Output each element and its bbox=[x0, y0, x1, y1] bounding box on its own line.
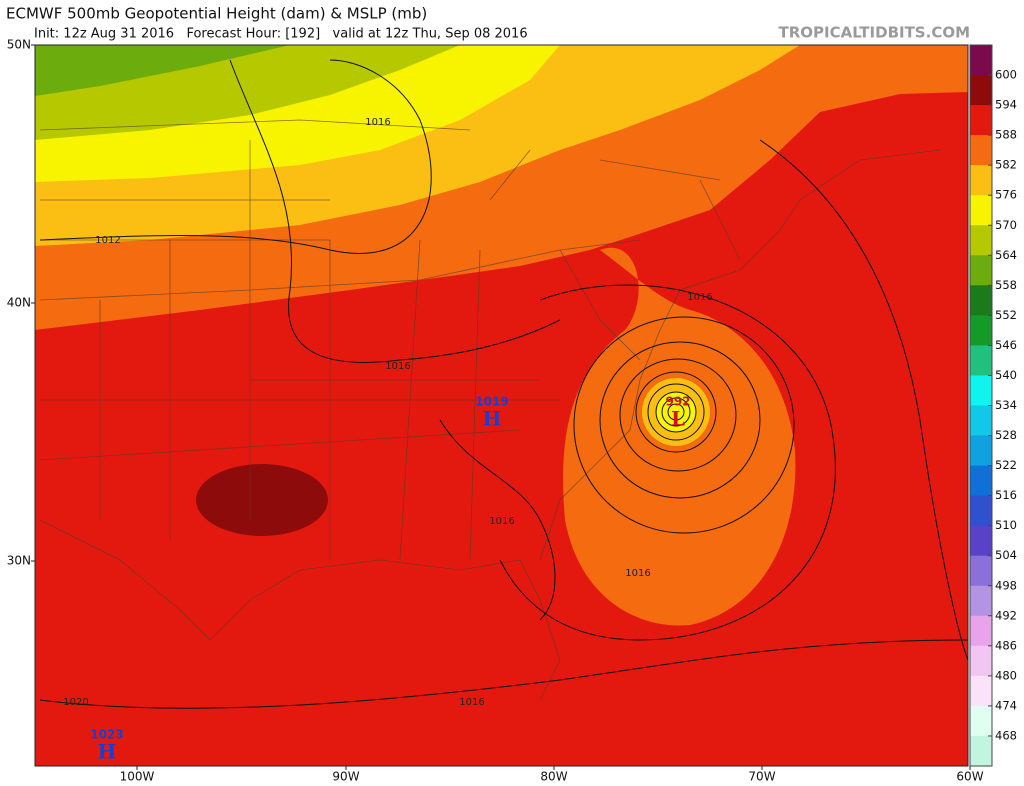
colorbar: 600 594 588 582 576 570 564 558 552 546 540 534 528 5… bbox=[969, 44, 1017, 767]
colorbar-segment bbox=[970, 225, 992, 256]
colorbar-segment bbox=[970, 285, 992, 316]
colorbar-label: 546 bbox=[995, 338, 1017, 352]
colorbar-label: 576 bbox=[995, 188, 1017, 202]
contour-label: 1016 bbox=[459, 697, 484, 708]
site-label: TROPICALTIDBITS.COM bbox=[779, 24, 971, 42]
colorbar-segment bbox=[970, 465, 992, 497]
colorbar-label: 594 bbox=[995, 98, 1017, 112]
lon-label: 70W bbox=[748, 770, 775, 784]
colorbar-segment bbox=[970, 495, 992, 527]
lon-label: 100W bbox=[120, 770, 155, 784]
colorbar-segment bbox=[970, 105, 992, 136]
colorbar-segment bbox=[970, 435, 992, 467]
contour-label: 1020 bbox=[63, 697, 88, 708]
colorbar-label: 516 bbox=[995, 488, 1017, 502]
lat-label: 40N bbox=[7, 296, 31, 310]
subtitle: Init: 12z Aug 31 2016 Forecast Hour: [19… bbox=[34, 27, 528, 42]
height-band bbox=[35, 45, 290, 96]
colorbar-segment bbox=[970, 375, 992, 406]
colorbar-label: 504 bbox=[995, 548, 1017, 562]
colorbar-segment bbox=[970, 675, 992, 707]
colorbar-label: 540 bbox=[995, 368, 1017, 382]
colorbar-segment bbox=[970, 165, 992, 196]
colorbar-label: 528 bbox=[995, 428, 1017, 442]
colorbar-label: 486 bbox=[995, 638, 1017, 652]
colorbar-label: 498 bbox=[995, 578, 1017, 592]
title: ECMWF 500mb Geopotential Height (dam) & … bbox=[6, 5, 427, 23]
contour-label: 1012 bbox=[95, 235, 120, 246]
map-frame bbox=[34, 44, 969, 767]
colorbar-label: 534 bbox=[995, 398, 1017, 412]
map-area bbox=[35, 45, 968, 766]
colorbar-label: 480 bbox=[995, 668, 1017, 682]
colorbar-segment bbox=[970, 735, 992, 767]
height-band bbox=[196, 464, 328, 536]
colorbar-segment bbox=[970, 75, 992, 106]
colorbar-label: 588 bbox=[995, 128, 1017, 142]
lon-label: 80W bbox=[540, 770, 567, 784]
colorbar-segment bbox=[970, 315, 992, 346]
contour-label: 1016 bbox=[385, 361, 410, 372]
colorbar-segment bbox=[970, 525, 992, 557]
colorbar-label: 600 bbox=[995, 68, 1017, 82]
isobars bbox=[39, 59, 968, 709]
colorbar-label: 552 bbox=[995, 308, 1017, 322]
colorbar-segment bbox=[970, 405, 992, 437]
lat-label: 30N bbox=[7, 554, 31, 568]
colorbar-label: 510 bbox=[995, 518, 1017, 532]
lat-label: 50N bbox=[7, 38, 31, 52]
pressure-value: 1023 bbox=[90, 728, 123, 742]
colorbar-label: 570 bbox=[995, 218, 1017, 232]
pressure-letter: H bbox=[98, 740, 117, 764]
colorbar-segment bbox=[970, 615, 992, 647]
colorbar-segment bbox=[970, 705, 992, 737]
pressure-value: 1019 bbox=[475, 395, 508, 409]
colorbar-segment bbox=[970, 645, 992, 677]
contour-label: 1016 bbox=[365, 117, 390, 128]
colorbar-segment bbox=[970, 255, 992, 286]
colorbar-segment bbox=[970, 45, 992, 76]
colorbar-segment bbox=[970, 555, 992, 587]
pressure-letter: L bbox=[671, 407, 685, 431]
colorbar-label: 582 bbox=[995, 158, 1017, 172]
borders bbox=[39, 119, 941, 701]
colorbar-label: 564 bbox=[995, 248, 1017, 262]
pressure-letter: H bbox=[483, 407, 502, 431]
colorbar-label: 522 bbox=[995, 458, 1017, 472]
colorbar-label: 558 bbox=[995, 278, 1017, 292]
contour-label: 1016 bbox=[625, 568, 650, 579]
colorbar-segment bbox=[970, 345, 992, 376]
colorbar-segment bbox=[970, 135, 992, 166]
colorbar-label: 492 bbox=[995, 608, 1017, 622]
colorbar-label: 468 bbox=[995, 728, 1017, 742]
colorbar-segment bbox=[970, 195, 992, 226]
colorbar-segment bbox=[970, 585, 992, 617]
lon-label: 90W bbox=[332, 770, 359, 784]
contour-label: 1016 bbox=[687, 292, 712, 303]
pressure-value: 992 bbox=[665, 395, 690, 409]
colorbar-label: 474 bbox=[995, 698, 1017, 712]
contour-label: 1016 bbox=[489, 516, 514, 527]
lon-label: 60W bbox=[956, 770, 983, 784]
